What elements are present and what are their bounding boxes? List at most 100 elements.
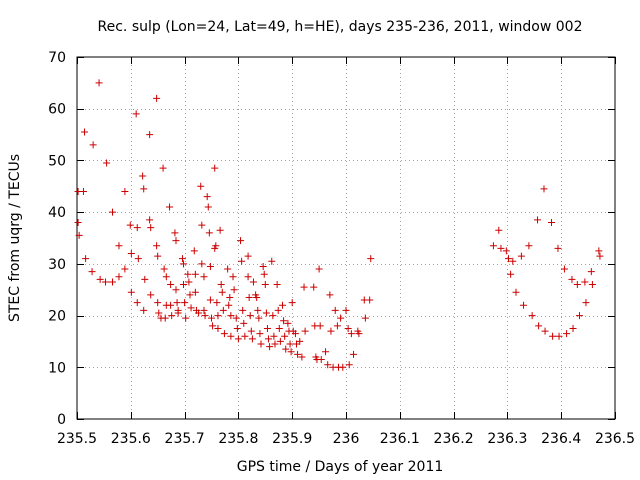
data-point — [256, 330, 264, 338]
data-point — [554, 244, 562, 252]
data-point — [541, 327, 549, 335]
data-point — [350, 350, 358, 358]
x-tick-label: 236.3 — [487, 431, 527, 447]
axis-ticks — [77, 57, 616, 420]
data-point — [146, 131, 154, 139]
data-point — [213, 299, 221, 307]
data-point — [298, 353, 306, 361]
data-point — [249, 278, 257, 286]
data-point — [220, 330, 228, 338]
data-point — [174, 309, 182, 317]
data-point — [226, 293, 234, 301]
x-tick-label: 236 — [333, 431, 360, 447]
y-tick-label: 10 — [48, 360, 66, 376]
data-point — [344, 325, 352, 332]
data-point — [81, 128, 89, 136]
data-point — [284, 319, 292, 327]
data-point — [173, 299, 181, 307]
data-point — [270, 332, 278, 340]
data-point — [259, 262, 267, 270]
data-point — [257, 340, 265, 348]
data-point — [190, 247, 198, 255]
data-point — [238, 257, 246, 265]
data-point — [268, 257, 276, 265]
data-point — [185, 278, 193, 286]
data-point — [271, 340, 279, 348]
data-point — [140, 185, 148, 193]
data-point — [206, 296, 214, 304]
data-point — [172, 237, 180, 245]
data-point — [254, 306, 262, 314]
data-point — [497, 244, 505, 252]
data-point — [198, 221, 206, 229]
data-point — [588, 281, 596, 289]
y-tick-label: 40 — [48, 205, 66, 221]
data-point — [171, 229, 179, 237]
data-point — [208, 314, 215, 322]
data-point — [166, 203, 174, 211]
x-tick-labels: 235.5 235.6 235.7 235.8 235.9 236 236.1 236.2 23… — [57, 431, 635, 447]
data-point — [115, 242, 123, 250]
data-point — [281, 332, 289, 340]
data-point — [133, 224, 141, 232]
data-point — [280, 317, 288, 325]
data-point — [581, 278, 589, 286]
data-point — [184, 270, 192, 278]
data-point — [269, 312, 277, 320]
x-tick-label: 235.8 — [218, 431, 258, 447]
data-point — [273, 281, 281, 289]
y-tick-label: 60 — [48, 102, 66, 118]
data-point — [324, 361, 332, 369]
data-point — [355, 330, 363, 338]
data-point — [198, 260, 206, 268]
x-tick-label: 235.7 — [165, 431, 205, 447]
data-point — [286, 340, 294, 348]
data-point — [115, 273, 123, 281]
data-point — [139, 172, 147, 180]
data-point — [201, 312, 209, 320]
data-point — [214, 312, 222, 320]
data-point — [127, 250, 135, 258]
data-point — [310, 283, 318, 291]
data-point — [195, 309, 203, 317]
data-point — [89, 141, 97, 149]
data-point — [186, 291, 194, 299]
data-point — [331, 306, 339, 314]
data-point — [103, 159, 111, 167]
data-point — [214, 325, 222, 332]
data-point — [569, 325, 577, 332]
data-point — [141, 275, 149, 283]
data-point — [133, 299, 141, 307]
data-point — [178, 255, 186, 263]
data-point — [342, 306, 350, 314]
data-point — [230, 286, 238, 294]
data-point — [191, 288, 199, 296]
data-point — [582, 299, 590, 307]
x-tick-label: 236.2 — [434, 431, 474, 447]
data-point — [182, 314, 190, 322]
data-point — [246, 312, 254, 320]
data-point — [82, 255, 90, 263]
data-point — [217, 281, 225, 289]
data-point — [233, 325, 241, 332]
data-point — [509, 257, 517, 265]
data-point — [288, 299, 296, 307]
data-point — [180, 260, 188, 268]
data-point — [96, 275, 104, 283]
data-point — [361, 314, 369, 322]
data-point — [121, 265, 129, 273]
data-point — [263, 325, 271, 332]
data-point — [528, 312, 536, 320]
data-point — [260, 270, 268, 278]
data-point — [517, 252, 525, 260]
data-point — [109, 208, 117, 216]
data-point — [187, 304, 195, 312]
data-point — [167, 281, 175, 289]
data-point — [525, 242, 533, 250]
data-point — [154, 299, 162, 307]
x-tick-label: 236.5 — [595, 431, 635, 447]
data-point — [205, 229, 213, 237]
data-point — [596, 252, 604, 260]
data-point — [109, 278, 117, 286]
